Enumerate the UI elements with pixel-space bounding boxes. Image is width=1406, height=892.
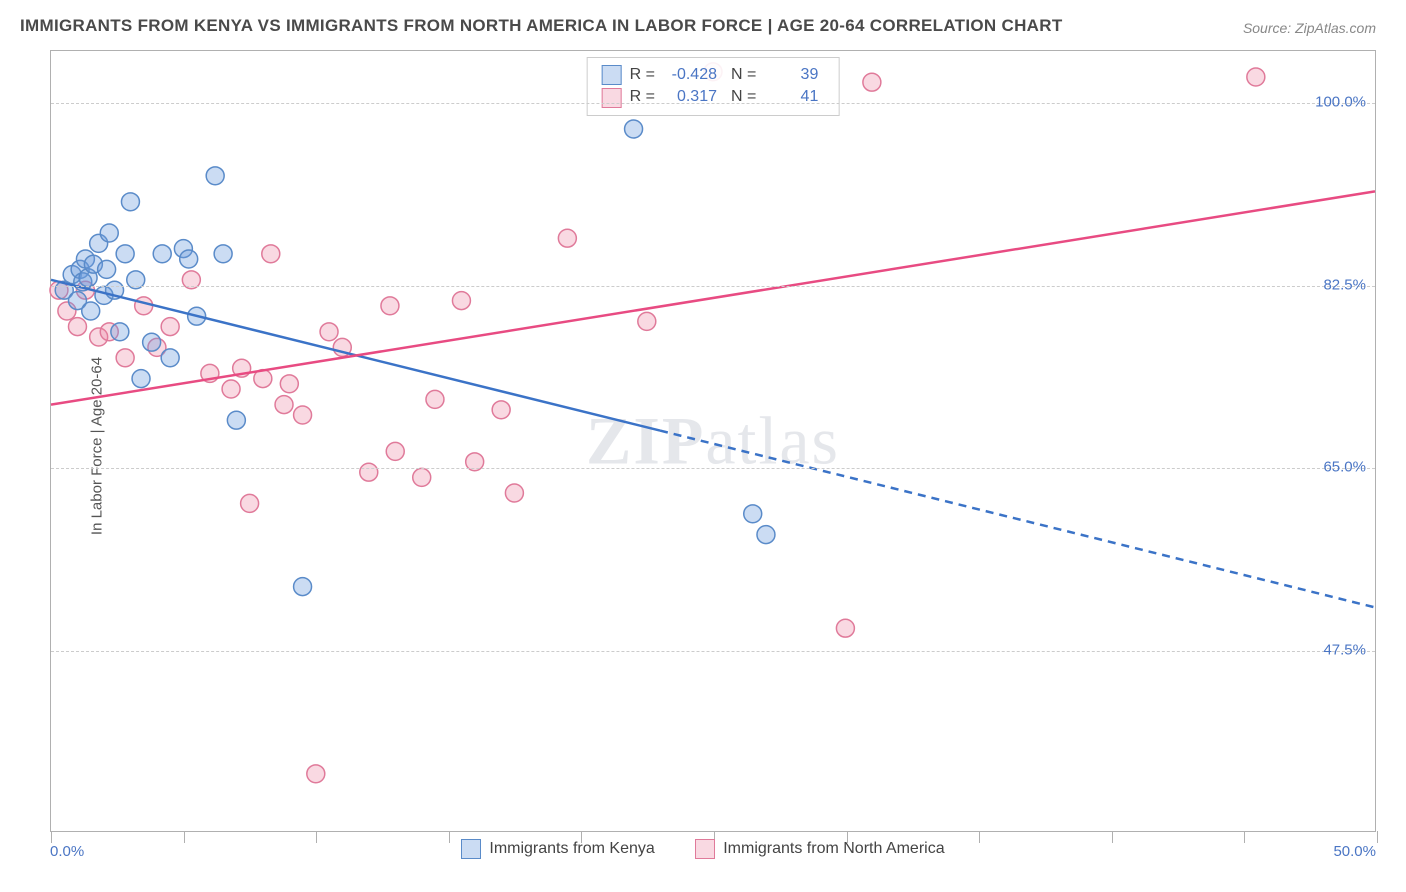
n-value-na: 41 <box>764 86 824 108</box>
y-tick-label: 100.0% <box>1315 94 1366 111</box>
point-kenya <box>180 250 198 268</box>
gridline-h <box>51 103 1375 104</box>
r-label-kenya: R = <box>630 64 655 86</box>
chart-plot-area: ZIPatlas R = -0.428 N = 39 R = 0.317 N =… <box>50 50 1376 832</box>
point-kenya <box>116 245 134 263</box>
point-kenya <box>744 505 762 523</box>
r-label-na: R = <box>630 86 655 108</box>
legend-label-na: Immigrants from North America <box>723 840 944 858</box>
point-na <box>505 484 523 502</box>
point-na <box>413 468 431 486</box>
point-kenya <box>757 526 775 544</box>
point-kenya <box>214 245 232 263</box>
legend-stats-box: R = -0.428 N = 39 R = 0.317 N = 41 <box>587 57 840 116</box>
point-na <box>492 401 510 419</box>
chart-svg <box>51 51 1375 831</box>
r-value-na: 0.317 <box>663 86 723 108</box>
point-kenya <box>153 245 171 263</box>
gridline-h <box>51 651 1375 652</box>
point-kenya <box>227 411 245 429</box>
point-na <box>381 297 399 315</box>
point-na <box>558 229 576 247</box>
y-tick-label: 47.5% <box>1323 641 1366 658</box>
y-tick-label: 65.0% <box>1323 459 1366 476</box>
legend-stats-row-na: R = 0.317 N = 41 <box>602 86 825 108</box>
point-kenya <box>111 323 129 341</box>
point-na <box>360 463 378 481</box>
point-na <box>241 494 259 512</box>
point-na <box>426 390 444 408</box>
legend-swatch-kenya <box>461 839 481 859</box>
n-value-kenya: 39 <box>764 64 824 86</box>
swatch-na <box>602 88 622 108</box>
point-na <box>1247 68 1265 86</box>
point-na <box>68 318 86 336</box>
point-na <box>386 442 404 460</box>
trend-line <box>51 191 1375 404</box>
point-na <box>307 765 325 783</box>
point-na <box>836 619 854 637</box>
point-na <box>275 396 293 414</box>
gridline-h <box>51 468 1375 469</box>
n-label-na: N = <box>731 86 756 108</box>
point-kenya <box>121 193 139 211</box>
point-na <box>161 318 179 336</box>
point-na <box>863 73 881 91</box>
n-label-kenya: N = <box>731 64 756 86</box>
bottom-legend: Immigrants from Kenya Immigrants from No… <box>0 839 1406 864</box>
point-kenya <box>143 333 161 351</box>
r-value-kenya: -0.428 <box>663 64 723 86</box>
chart-title: IMMIGRANTS FROM KENYA VS IMMIGRANTS FROM… <box>20 16 1063 36</box>
point-na <box>294 406 312 424</box>
point-na <box>320 323 338 341</box>
point-kenya <box>161 349 179 367</box>
point-kenya <box>132 370 150 388</box>
point-na <box>262 245 280 263</box>
legend-stats-row-kenya: R = -0.428 N = 39 <box>602 64 825 86</box>
point-kenya <box>82 302 100 320</box>
point-na <box>452 292 470 310</box>
source-label: Source: ZipAtlas.com <box>1243 20 1376 36</box>
point-kenya <box>98 260 116 278</box>
point-na <box>638 312 656 330</box>
legend-swatch-na <box>695 839 715 859</box>
trend-line <box>660 431 1375 608</box>
point-na <box>222 380 240 398</box>
point-kenya <box>625 120 643 138</box>
point-na <box>135 297 153 315</box>
point-kenya <box>206 167 224 185</box>
point-kenya <box>294 578 312 596</box>
point-na <box>280 375 298 393</box>
y-tick-label: 82.5% <box>1323 276 1366 293</box>
legend-item-kenya: Immigrants from Kenya <box>461 839 654 859</box>
gridline-h <box>51 286 1375 287</box>
legend-item-na: Immigrants from North America <box>695 839 944 859</box>
point-kenya <box>100 224 118 242</box>
legend-label-kenya: Immigrants from Kenya <box>489 840 654 858</box>
swatch-kenya <box>602 65 622 85</box>
point-na <box>116 349 134 367</box>
